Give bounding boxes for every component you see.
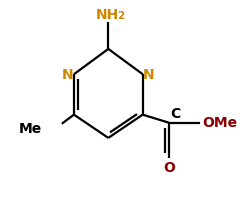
Text: Me: Me	[18, 121, 42, 135]
Text: N: N	[62, 68, 74, 82]
Text: 2: 2	[117, 11, 124, 21]
Text: O: O	[163, 160, 175, 174]
Text: NH: NH	[96, 8, 119, 21]
Text: OMe: OMe	[202, 115, 238, 129]
Text: C: C	[170, 106, 180, 120]
Text: N: N	[143, 68, 155, 82]
